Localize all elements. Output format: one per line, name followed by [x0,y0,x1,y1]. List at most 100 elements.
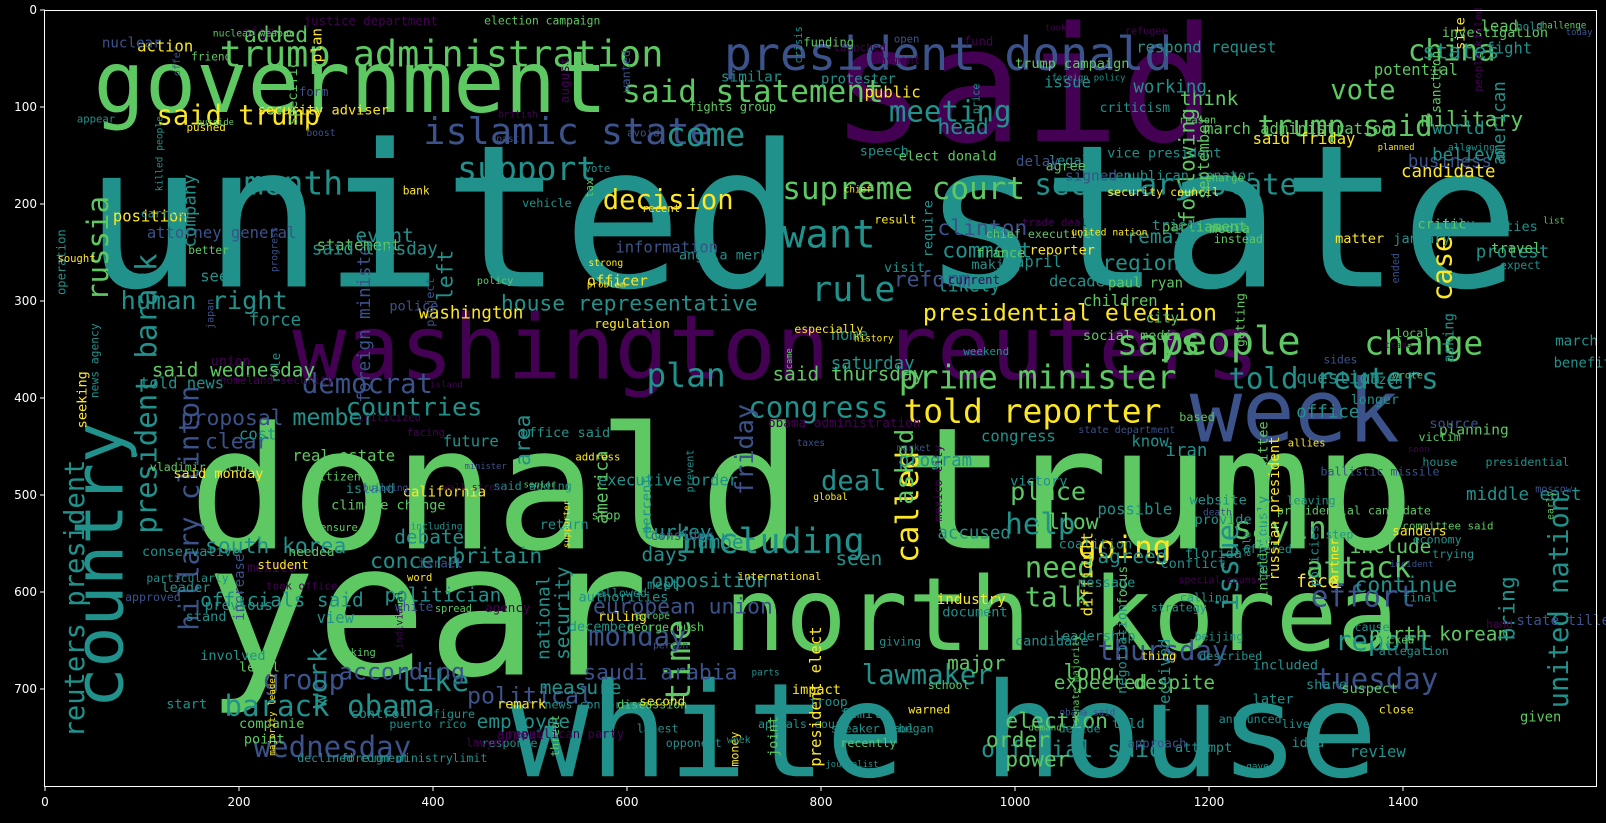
word-islamic-state: islamic state [423,110,712,153]
word-angela-merkel: angela merkel [679,247,784,263]
word-moscow: moscow [1535,485,1573,496]
word-taxes: taxes [797,438,825,449]
word-past: past [496,134,519,145]
word-national: national [534,576,554,660]
word-union: union [211,354,251,369]
word-conflict: conflict [1161,556,1226,572]
word-seeking: seeking [74,371,90,428]
word-tried: tried [1152,218,1196,234]
word-sanders: sanders [1392,525,1446,540]
word-secretary-state: secretary state [1034,167,1297,201]
word-took: took [1045,23,1067,33]
word-order: order [986,728,1050,753]
word-potential: potential [1374,61,1458,79]
word-trump-campaign: trump campaign [1015,56,1129,72]
word-reform: reform [894,267,971,292]
word-include: include [1350,535,1432,558]
word-iran: iran [1165,441,1207,461]
word-stop: stop [591,508,620,522]
word-called: called [890,451,926,563]
word-allowing: allowing [1448,143,1495,154]
word-making: making [971,257,1020,273]
word-media: media [1209,221,1250,237]
word-instead: instead [1214,232,1263,246]
word-possible: possible [1097,500,1172,518]
word-said-tuesday: said tuesday [312,239,438,259]
y-tick-label: 700 [14,682,37,696]
word-benefit: benefit [1554,356,1606,372]
word-parts: parts [751,667,779,678]
word-decade: decade [1049,272,1105,290]
word-spread: spread [435,604,472,615]
word-beijing: beijing [1194,630,1243,644]
word-needed: needed [288,545,334,560]
word-opposition: opposition [651,569,768,592]
word-committee-said: committee said [1403,520,1494,533]
word-countries: countries [346,392,483,421]
word-united-state: united state [84,101,1521,333]
word-weekend: weekend [963,345,1009,358]
word-lawmaker: lawmaker [862,660,993,691]
word-local: local [1395,326,1430,340]
word-told: told [1112,716,1145,732]
word-obama-said: obama said [1059,707,1115,718]
word-trade-deal: trade deal [1022,216,1087,229]
word-today: today [1566,28,1593,38]
word-similar: similar [721,69,782,85]
word-told-news: told news [140,374,224,392]
word-wanted: wanted [619,50,633,92]
word-measure: measure [540,676,622,699]
word-region: region [1102,251,1179,276]
word-live: live [1282,717,1310,731]
x-tick-label: 1400 [1388,795,1419,809]
word-paul-ryan: paul ryan [1108,276,1183,292]
word-candidate: candidate [1015,633,1089,649]
word-people-killed: people killed [1472,7,1485,91]
word-proposal: proposal [181,406,284,431]
word-parliament: parliament [1162,220,1247,236]
word-bank: bank [403,184,430,197]
word-report: report [1335,626,1433,657]
word-puerto-rico: puerto rico [389,717,466,731]
word-trade: trade [1385,341,1412,351]
word-vehicle: vehicle [522,196,572,210]
word-trump-administration: trump administration [220,32,664,75]
word-industry: industry [937,592,1007,608]
word-going: going [1078,530,1171,566]
word-threat: threat [548,715,562,757]
word-political: political [467,683,593,710]
word-minister: minister [465,462,507,472]
word-days: days [642,543,689,566]
word-trying: trying [1432,547,1474,561]
word-house-representative: house representative [501,292,758,317]
word-meet: meet [647,578,679,593]
word-presidential-candidate: presidential candidate [1277,503,1431,517]
word-member: member [292,404,376,431]
word-market: market [897,443,931,454]
word-including: including [410,522,462,533]
word-leadership: leadership [1054,629,1136,645]
word-strategy: strategy [1151,600,1207,614]
word-security: security [551,566,574,659]
word-nuclear-weapon: nuclear weapon [213,29,295,40]
x-tick-label: 0 [41,795,49,809]
y-tick-label: 500 [14,488,37,502]
word-reuters-president: reuters president [60,460,91,738]
word-city: city [1146,311,1179,327]
word-justice-department: justice department [304,14,438,28]
word-figure: figure [433,707,475,721]
word-announced: announced [1219,712,1282,726]
word-plan: plan [646,355,725,394]
word-vladimir-putin: vladimir putin [150,460,248,474]
word-vice-president: vice president [1107,145,1221,161]
word-prime-minister: prime minister [899,357,1177,396]
word-investigation: investigation [1442,25,1548,41]
word-island: island [346,481,395,497]
word-discussion: discussion [617,697,687,711]
word-despite: despite [1133,671,1215,694]
word-hold: hold [1516,20,1543,33]
x-axis-ticks: 0 200 400 600 800 1000 1200 1400 [41,786,1418,809]
word-based: based [1179,410,1214,424]
y-tick-label: 0 [29,3,37,17]
word-word: word [407,572,432,584]
